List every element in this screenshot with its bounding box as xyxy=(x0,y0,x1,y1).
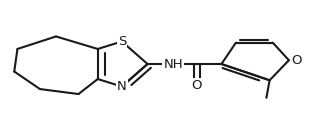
Text: O: O xyxy=(191,79,202,92)
Text: S: S xyxy=(118,35,126,48)
Text: O: O xyxy=(292,54,302,67)
Text: N: N xyxy=(117,80,127,93)
Text: NH: NH xyxy=(163,57,183,71)
